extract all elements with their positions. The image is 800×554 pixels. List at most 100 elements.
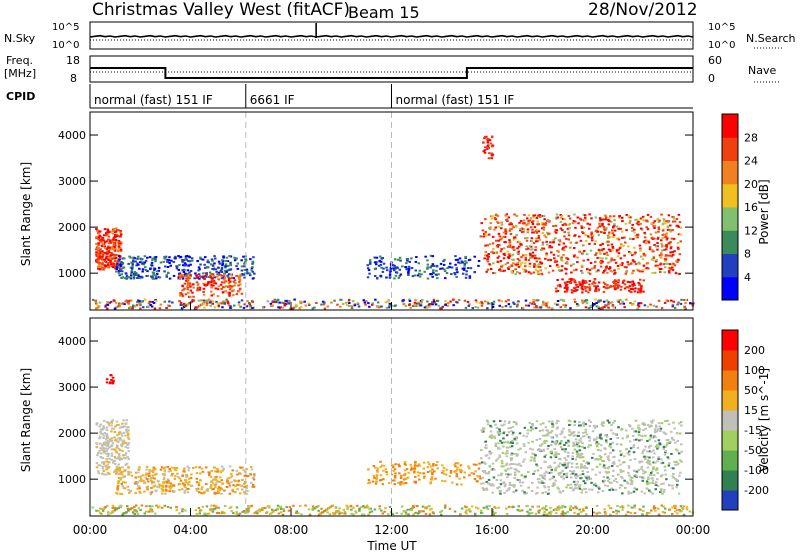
- data-cell: [499, 483, 503, 486]
- data-cell: [497, 442, 500, 445]
- data-cell: [554, 468, 557, 471]
- data-cell: [571, 462, 574, 465]
- data-cell: [120, 261, 123, 264]
- data-cell: [126, 485, 130, 488]
- data-cell: [684, 302, 687, 305]
- data-cell: [193, 277, 196, 280]
- data-cell: [204, 466, 208, 469]
- data-cell: [491, 491, 494, 494]
- data-cell: [622, 470, 625, 473]
- data-cell: [166, 266, 170, 268]
- data-cell: [524, 269, 527, 272]
- data-cell: [110, 265, 114, 267]
- data-cell: [366, 267, 370, 270]
- data-cell: [512, 421, 516, 424]
- data-cell: [663, 453, 667, 456]
- data-cell: [400, 505, 404, 508]
- data-cell: [178, 483, 182, 486]
- data-cell: [573, 279, 577, 282]
- data-cell: [636, 233, 639, 236]
- data-cell: [518, 240, 521, 243]
- data-cell: [628, 289, 631, 292]
- data-cell: [537, 510, 540, 513]
- data-cell: [200, 299, 203, 302]
- data-cell: [120, 476, 123, 479]
- data-cell: [141, 268, 145, 271]
- data-cell: [482, 427, 485, 430]
- data-cell: [227, 304, 231, 307]
- data-cell: [583, 446, 586, 449]
- data-cell: [354, 510, 357, 513]
- data-cell: [606, 476, 609, 479]
- data-cell: [133, 482, 137, 485]
- data-cell: [586, 222, 589, 225]
- data-cell: [118, 473, 121, 475]
- colorbar-swatch: [722, 450, 738, 471]
- data-cell: [595, 445, 599, 447]
- data-cell: [597, 288, 601, 291]
- data-cell: [555, 512, 558, 515]
- data-cell: [166, 260, 169, 263]
- data-cell: [322, 303, 326, 306]
- data-cell: [573, 511, 576, 514]
- data-cell: [542, 228, 546, 231]
- data-cell: [502, 465, 505, 468]
- data-cell: [564, 441, 568, 444]
- data-cell: [683, 306, 686, 309]
- data-cell: [455, 483, 459, 486]
- data-cell: [105, 434, 109, 437]
- data-cell: [197, 482, 201, 485]
- data-cell: [605, 441, 608, 444]
- data-cell: [211, 273, 214, 276]
- data-cell: [550, 468, 553, 471]
- data-cell: [278, 301, 281, 304]
- data-cell: [239, 283, 242, 286]
- data-cell: [519, 509, 522, 512]
- data-cell: [336, 303, 339, 306]
- data-cell: [679, 432, 682, 435]
- colorbar-swatch: [722, 276, 738, 301]
- data-cell: [110, 458, 114, 461]
- data-cell: [101, 467, 105, 470]
- data-cell: [368, 272, 371, 275]
- data-cell: [535, 240, 538, 243]
- data-cell: [225, 260, 228, 262]
- data-cell: [108, 424, 111, 427]
- data-cell: [627, 215, 630, 218]
- data-cell: [379, 263, 383, 266]
- data-cell: [221, 262, 224, 265]
- data-cell: [506, 452, 509, 455]
- data-cell: [519, 264, 522, 267]
- data-cell: [568, 428, 571, 431]
- data-cell: [106, 463, 109, 466]
- data-cell: [115, 266, 119, 269]
- data-cell: [492, 262, 495, 265]
- data-cell: [567, 231, 570, 234]
- data-cell: [540, 480, 544, 483]
- data-cell: [567, 451, 570, 454]
- data-cell: [670, 246, 673, 249]
- data-cell: [536, 270, 540, 273]
- data-cell: [372, 474, 375, 477]
- data-cell: [477, 260, 481, 262]
- data-cell: [660, 239, 663, 242]
- data-cell: [95, 255, 99, 258]
- data-cell: [380, 266, 383, 269]
- data-cell: [216, 302, 220, 305]
- data-cell: [503, 423, 506, 426]
- data-cell: [574, 220, 577, 223]
- data-cell: [655, 444, 659, 446]
- data-cell: [531, 448, 534, 451]
- data-cell: [592, 424, 596, 427]
- data-cell: [654, 231, 658, 234]
- data-cell: [136, 487, 139, 490]
- data-cell: [530, 456, 533, 459]
- data-cell: [341, 302, 345, 305]
- data-cell: [380, 260, 383, 263]
- data-cell: [599, 261, 602, 264]
- data-cell: [539, 474, 542, 477]
- data-cell: [177, 476, 180, 478]
- data-cell: [448, 475, 452, 478]
- data-cell: [498, 244, 502, 247]
- data-cell: [218, 481, 221, 483]
